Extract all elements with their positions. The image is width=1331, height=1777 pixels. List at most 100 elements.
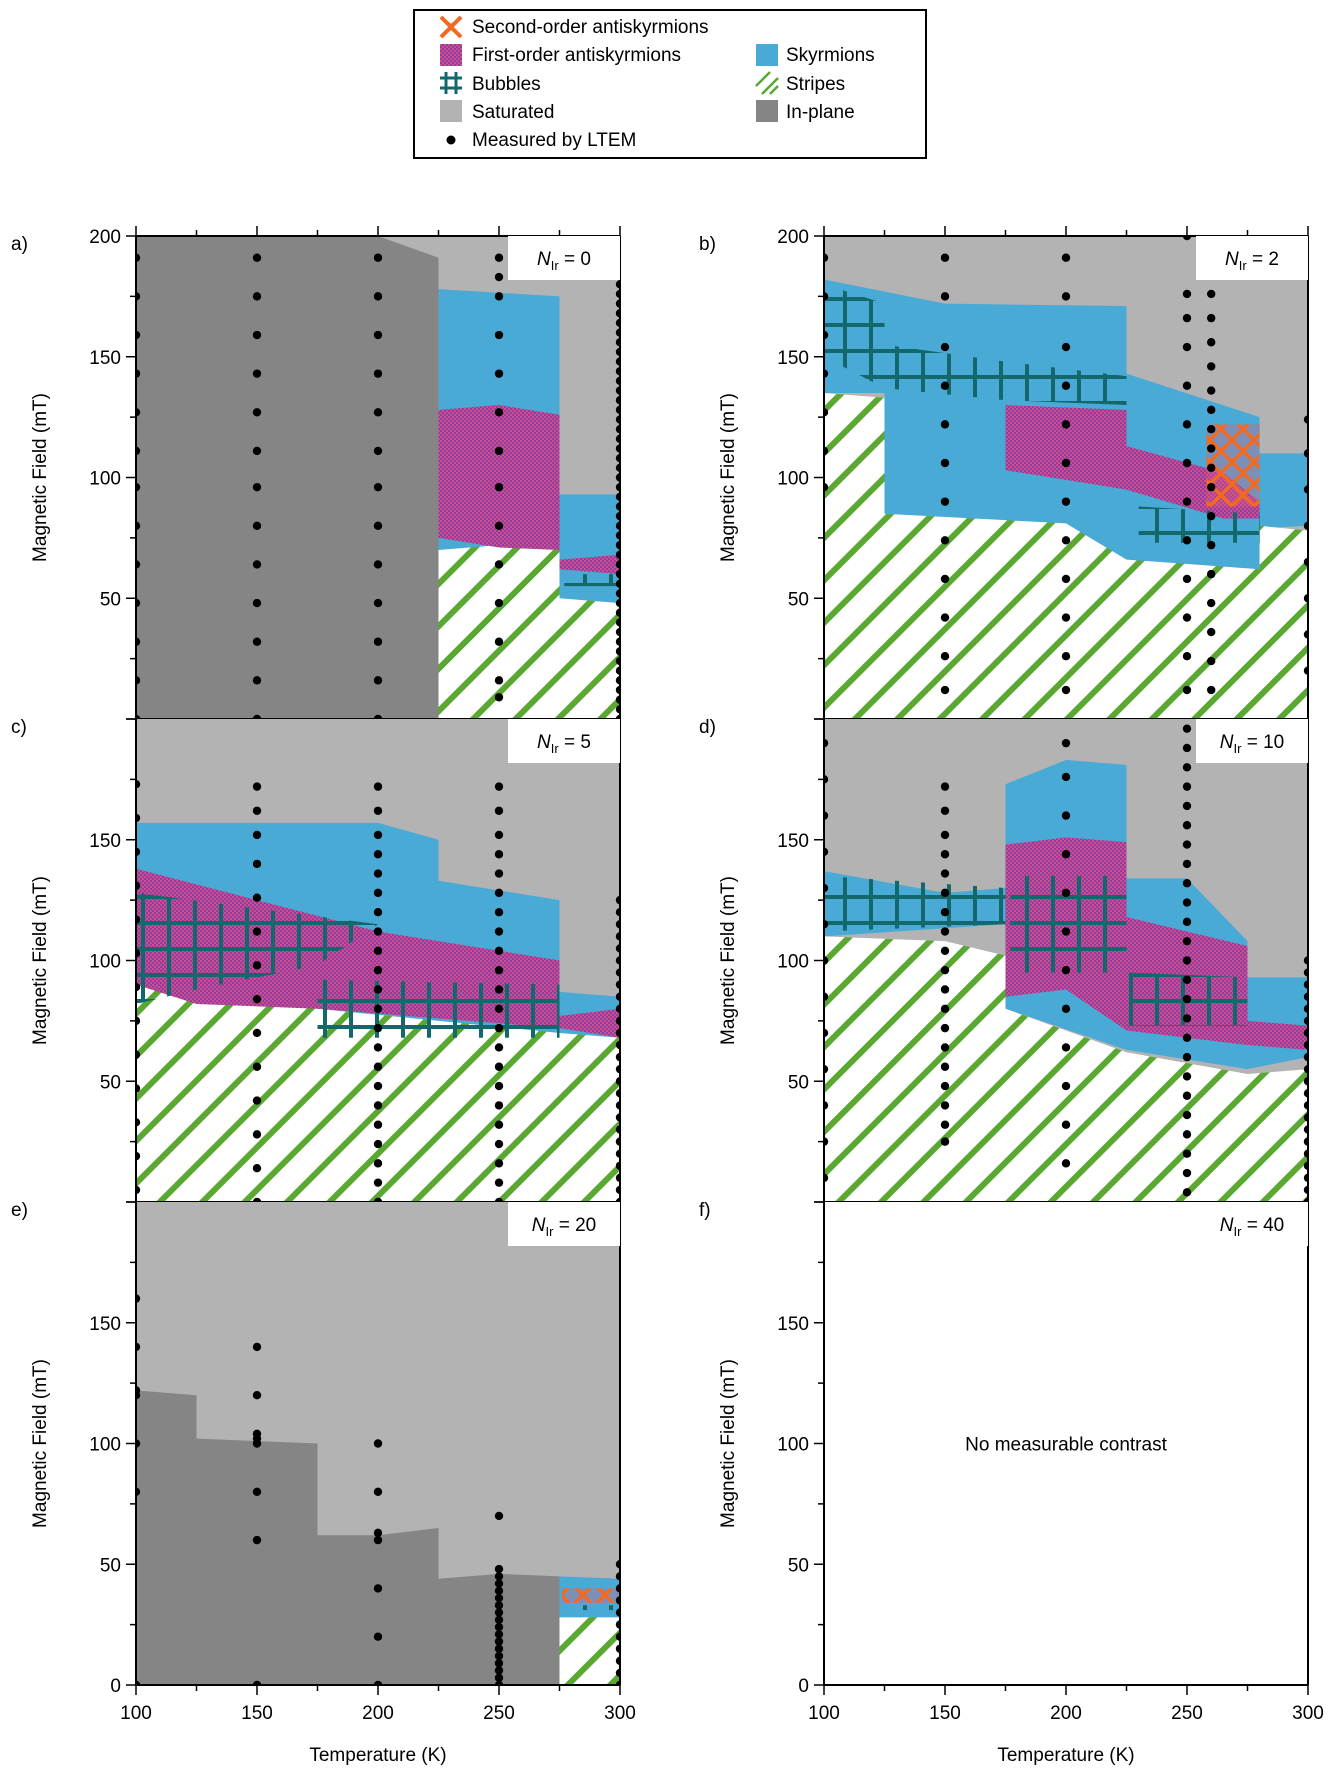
measured-point: [1061, 1043, 1071, 1052]
measured-point: [494, 1622, 504, 1632]
measured-point: [373, 1528, 383, 1538]
measured-point: [252, 446, 262, 456]
measured-point: [494, 908, 504, 917]
measured-point: [494, 1023, 504, 1033]
measured-point: [615, 473, 620, 482]
measured-point: [373, 927, 383, 936]
measured-point: [615, 1620, 620, 1629]
measured-point: [615, 1572, 620, 1581]
panel-letter: a): [11, 234, 28, 255]
measured-point: [615, 1185, 620, 1195]
measured-point: [373, 1535, 383, 1545]
n-label: NIr = 0: [537, 249, 591, 273]
measured-point: [824, 1173, 829, 1183]
measured-point: [1182, 1110, 1192, 1120]
measured-point: [1303, 1004, 1308, 1013]
measured-point: [615, 627, 620, 637]
measured-point: [1182, 840, 1192, 849]
measured-point: [373, 1081, 383, 1091]
panel-letter: d): [699, 717, 716, 738]
x-tick-label: 300: [1292, 1703, 1324, 1724]
measured-point: [615, 531, 620, 540]
measured-point: [494, 1572, 504, 1581]
y-tick-label: 200: [777, 227, 809, 248]
legend-swatch-measured: [446, 135, 456, 145]
measured-points: [136, 251, 620, 719]
measured-point: [494, 1081, 504, 1091]
measured-point: [940, 613, 950, 622]
measured-point: [824, 775, 829, 784]
measured-point: [615, 618, 620, 627]
region-bubbles: [824, 284, 1127, 406]
measured-point: [615, 502, 620, 511]
measured-point: [252, 1429, 262, 1439]
measured-point: [252, 1197, 262, 1202]
legend: Second-order antiskyrmions First-order a…: [413, 9, 927, 159]
measured-point: [136, 881, 141, 890]
legend-swatch-inplane: [756, 100, 778, 122]
measured-point: [615, 956, 620, 965]
measured-point: [1182, 1033, 1192, 1042]
panel-letter: b): [699, 234, 716, 255]
n-label: NIr = 10: [1220, 732, 1284, 756]
measured-point: [252, 292, 262, 301]
measured-point: [1207, 338, 1216, 347]
measured-point: [1061, 458, 1071, 468]
measured-point: [494, 1608, 504, 1617]
measured-point: [615, 280, 620, 289]
measured-point: [615, 560, 620, 569]
measured-point: [494, 560, 504, 569]
measured-point: [1182, 956, 1192, 965]
measured-point: [615, 908, 620, 917]
measured-point: [136, 1487, 141, 1496]
measured-point: [940, 420, 950, 429]
measured-point: [1061, 888, 1071, 898]
y-tick-label: 150: [89, 831, 121, 852]
measured-point: [940, 574, 950, 584]
measured-point: [494, 1120, 504, 1129]
measured-point: [1182, 936, 1192, 946]
measured-point: [1182, 685, 1192, 695]
measured-point: [1182, 879, 1192, 888]
measured-point: [136, 369, 141, 378]
measured-point: [494, 927, 504, 936]
measured-point: [494, 253, 504, 262]
measured-point: [1303, 1089, 1308, 1098]
measured-point: [373, 806, 383, 815]
measured-points: [136, 780, 620, 1202]
measured-point: [940, 1137, 950, 1146]
measured-point: [252, 1487, 262, 1497]
measured-point: [940, 652, 950, 661]
y-tick-label: 0: [110, 1676, 121, 1697]
measured-point: [494, 1004, 504, 1013]
measured-point: [615, 968, 620, 977]
measured-point: [940, 458, 950, 468]
measured-point: [1182, 975, 1192, 985]
measured-point: [373, 908, 383, 917]
panel-a: 50 100 150 200 Magnetic Field (mT) a) NIr = 0: [11, 226, 621, 729]
measured-point: [1303, 956, 1308, 965]
measured-point: [1207, 362, 1216, 371]
legend-frame: [413, 9, 927, 159]
measured-point: [1061, 772, 1071, 782]
measured-point: [136, 253, 141, 262]
x-tick-label: 200: [362, 1703, 394, 1724]
measured-point: [136, 813, 141, 823]
region-bubbles: [317, 979, 560, 1038]
region-stripes: [559, 1617, 620, 1685]
measured-point: [494, 850, 504, 859]
measured-point: [615, 637, 620, 646]
measured-point: [373, 869, 383, 878]
measured-point: [940, 888, 950, 898]
phase-regions: [136, 1390, 620, 1685]
legend-swatch-first-order: [440, 44, 462, 66]
measured-point: [494, 1637, 504, 1646]
region-bubbles: [136, 892, 378, 1004]
measured-point: [615, 444, 620, 453]
measured-point: [252, 330, 262, 340]
measured-point: [615, 895, 620, 905]
measured-point: [1207, 386, 1216, 395]
measured-point: [615, 685, 620, 695]
